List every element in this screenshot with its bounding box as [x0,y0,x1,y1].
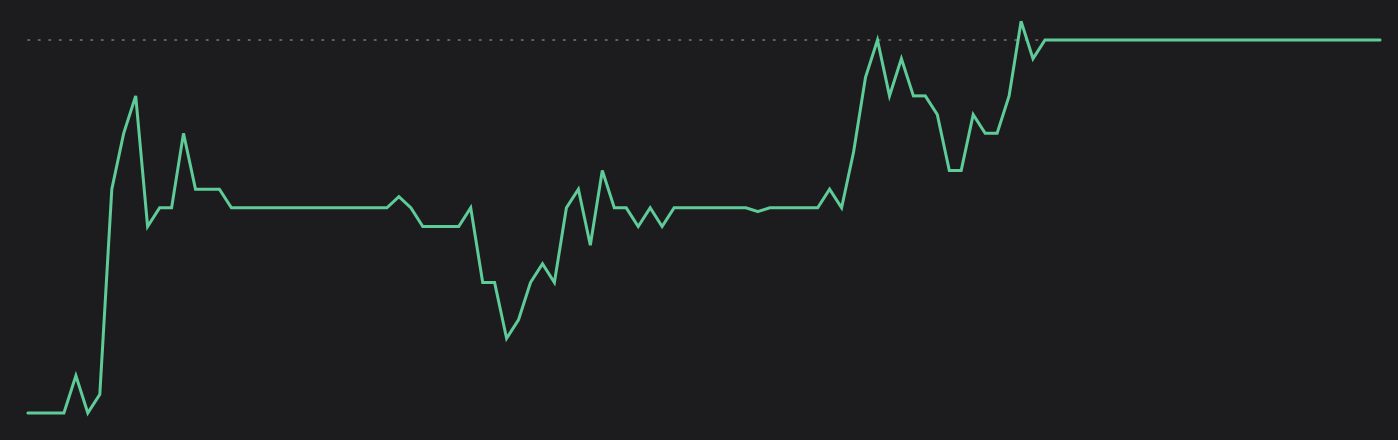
series-layer [26,20,1382,417]
series-line [26,20,1382,417]
